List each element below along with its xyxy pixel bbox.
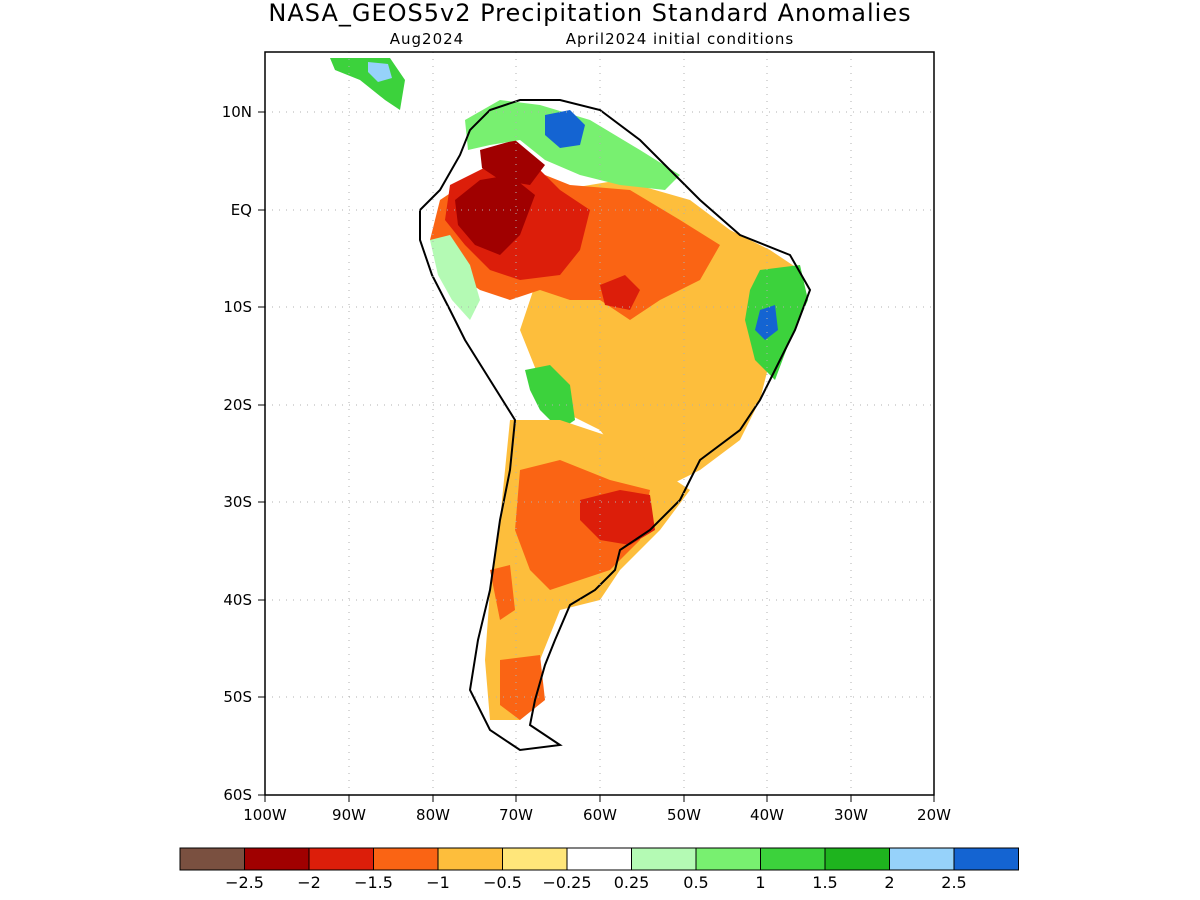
colorbar-swatch bbox=[244, 847, 310, 871]
colorbar-swatch bbox=[308, 847, 374, 871]
lon-tick-label: 70W bbox=[499, 806, 533, 824]
colorbar-label: 0.5 bbox=[683, 873, 708, 892]
colorbar-swatch bbox=[695, 847, 761, 871]
chart-title: NASA_GEOS5v2 Precipitation Standard Anom… bbox=[268, 0, 911, 27]
colorbar-label: −0.25 bbox=[542, 873, 591, 892]
lat-tick-label: 20S bbox=[223, 396, 252, 414]
south-america-coastline bbox=[419, 99, 812, 752]
colorbar-swatch bbox=[824, 847, 890, 871]
anomaly-region-venezuela-very-wet bbox=[545, 110, 585, 148]
colorbar-swatch bbox=[566, 847, 632, 871]
colorbar-label: 0.25 bbox=[614, 873, 650, 892]
anomaly-region-andes-wet bbox=[430, 235, 480, 320]
lat-tick-label: EQ bbox=[231, 201, 252, 219]
lon-tick-label: 20W bbox=[917, 806, 951, 824]
colorbar-label: 2 bbox=[884, 873, 894, 892]
lon-tick-label: 80W bbox=[416, 806, 450, 824]
colorbar-swatch bbox=[179, 847, 245, 871]
anomaly-region-uruguay-extreme bbox=[580, 490, 655, 545]
colorbar-label: 2.5 bbox=[941, 873, 966, 892]
lat-tick-label: 10S bbox=[223, 298, 252, 316]
lon-tick-label: 40W bbox=[750, 806, 784, 824]
graticule bbox=[265, 52, 934, 795]
colorbar-label: 1.5 bbox=[812, 873, 837, 892]
anomaly-fields bbox=[330, 58, 808, 720]
anomaly-region-colombia-extreme bbox=[480, 140, 545, 185]
forecast-month: Aug2024 bbox=[390, 30, 464, 48]
anomaly-region-ne-brazil-very-wet bbox=[755, 305, 778, 340]
anomaly-region-chile-strong bbox=[490, 565, 515, 620]
colorbar-label: −2 bbox=[297, 873, 321, 892]
colorbar-swatch bbox=[502, 847, 568, 871]
lon-tick-label: 90W bbox=[332, 806, 366, 824]
lat-tick-label: 40S bbox=[223, 591, 252, 609]
lat-tick-label: 10N bbox=[222, 103, 252, 121]
anomaly-region-peru-extreme bbox=[455, 175, 535, 255]
initial-conditions: April2024 initial conditions bbox=[566, 30, 794, 48]
colorbar-swatch bbox=[760, 847, 826, 871]
lat-tick-label: 50S bbox=[223, 688, 252, 706]
colorbar-swatch bbox=[889, 847, 955, 871]
lon-tick-label: 60W bbox=[583, 806, 617, 824]
colorbar-label: 1 bbox=[755, 873, 765, 892]
lon-tick-label: 50W bbox=[667, 806, 701, 824]
anomaly-region-central-brazil bbox=[600, 275, 640, 310]
colorbar: −2.5 −2 −1.5 −1 −0.5 −0.25 0.25 0.5 1 1.5 2 2.5 bbox=[179, 847, 1019, 892]
colorbar-label: −0.5 bbox=[483, 873, 522, 892]
anomaly-region-central-america-wet bbox=[330, 58, 405, 110]
lat-tick-label: 30S bbox=[223, 493, 252, 511]
lat-axis: 10N EQ 10S 20S 30S 40S 50S 60S bbox=[222, 103, 265, 804]
anomaly-region-bolivia-wet bbox=[525, 365, 575, 430]
anomaly-region-central-america-very-wet bbox=[368, 62, 392, 82]
colorbar-swatch bbox=[437, 847, 503, 871]
colorbar-label: −2.5 bbox=[225, 873, 264, 892]
lon-tick-label: 100W bbox=[243, 806, 287, 824]
colorbar-swatch bbox=[373, 847, 439, 871]
lon-tick-label: 30W bbox=[834, 806, 868, 824]
map-frame bbox=[264, 51, 935, 796]
lon-axis: 100W 90W 80W 70W 60W 50W 40W 30W 20W bbox=[243, 795, 951, 824]
colorbar-swatch bbox=[953, 847, 1019, 871]
colorbar-swatch bbox=[631, 847, 697, 871]
lat-tick-label: 60S bbox=[223, 786, 252, 804]
colorbar-label: −1.5 bbox=[354, 873, 393, 892]
colorbar-label: −1 bbox=[426, 873, 450, 892]
